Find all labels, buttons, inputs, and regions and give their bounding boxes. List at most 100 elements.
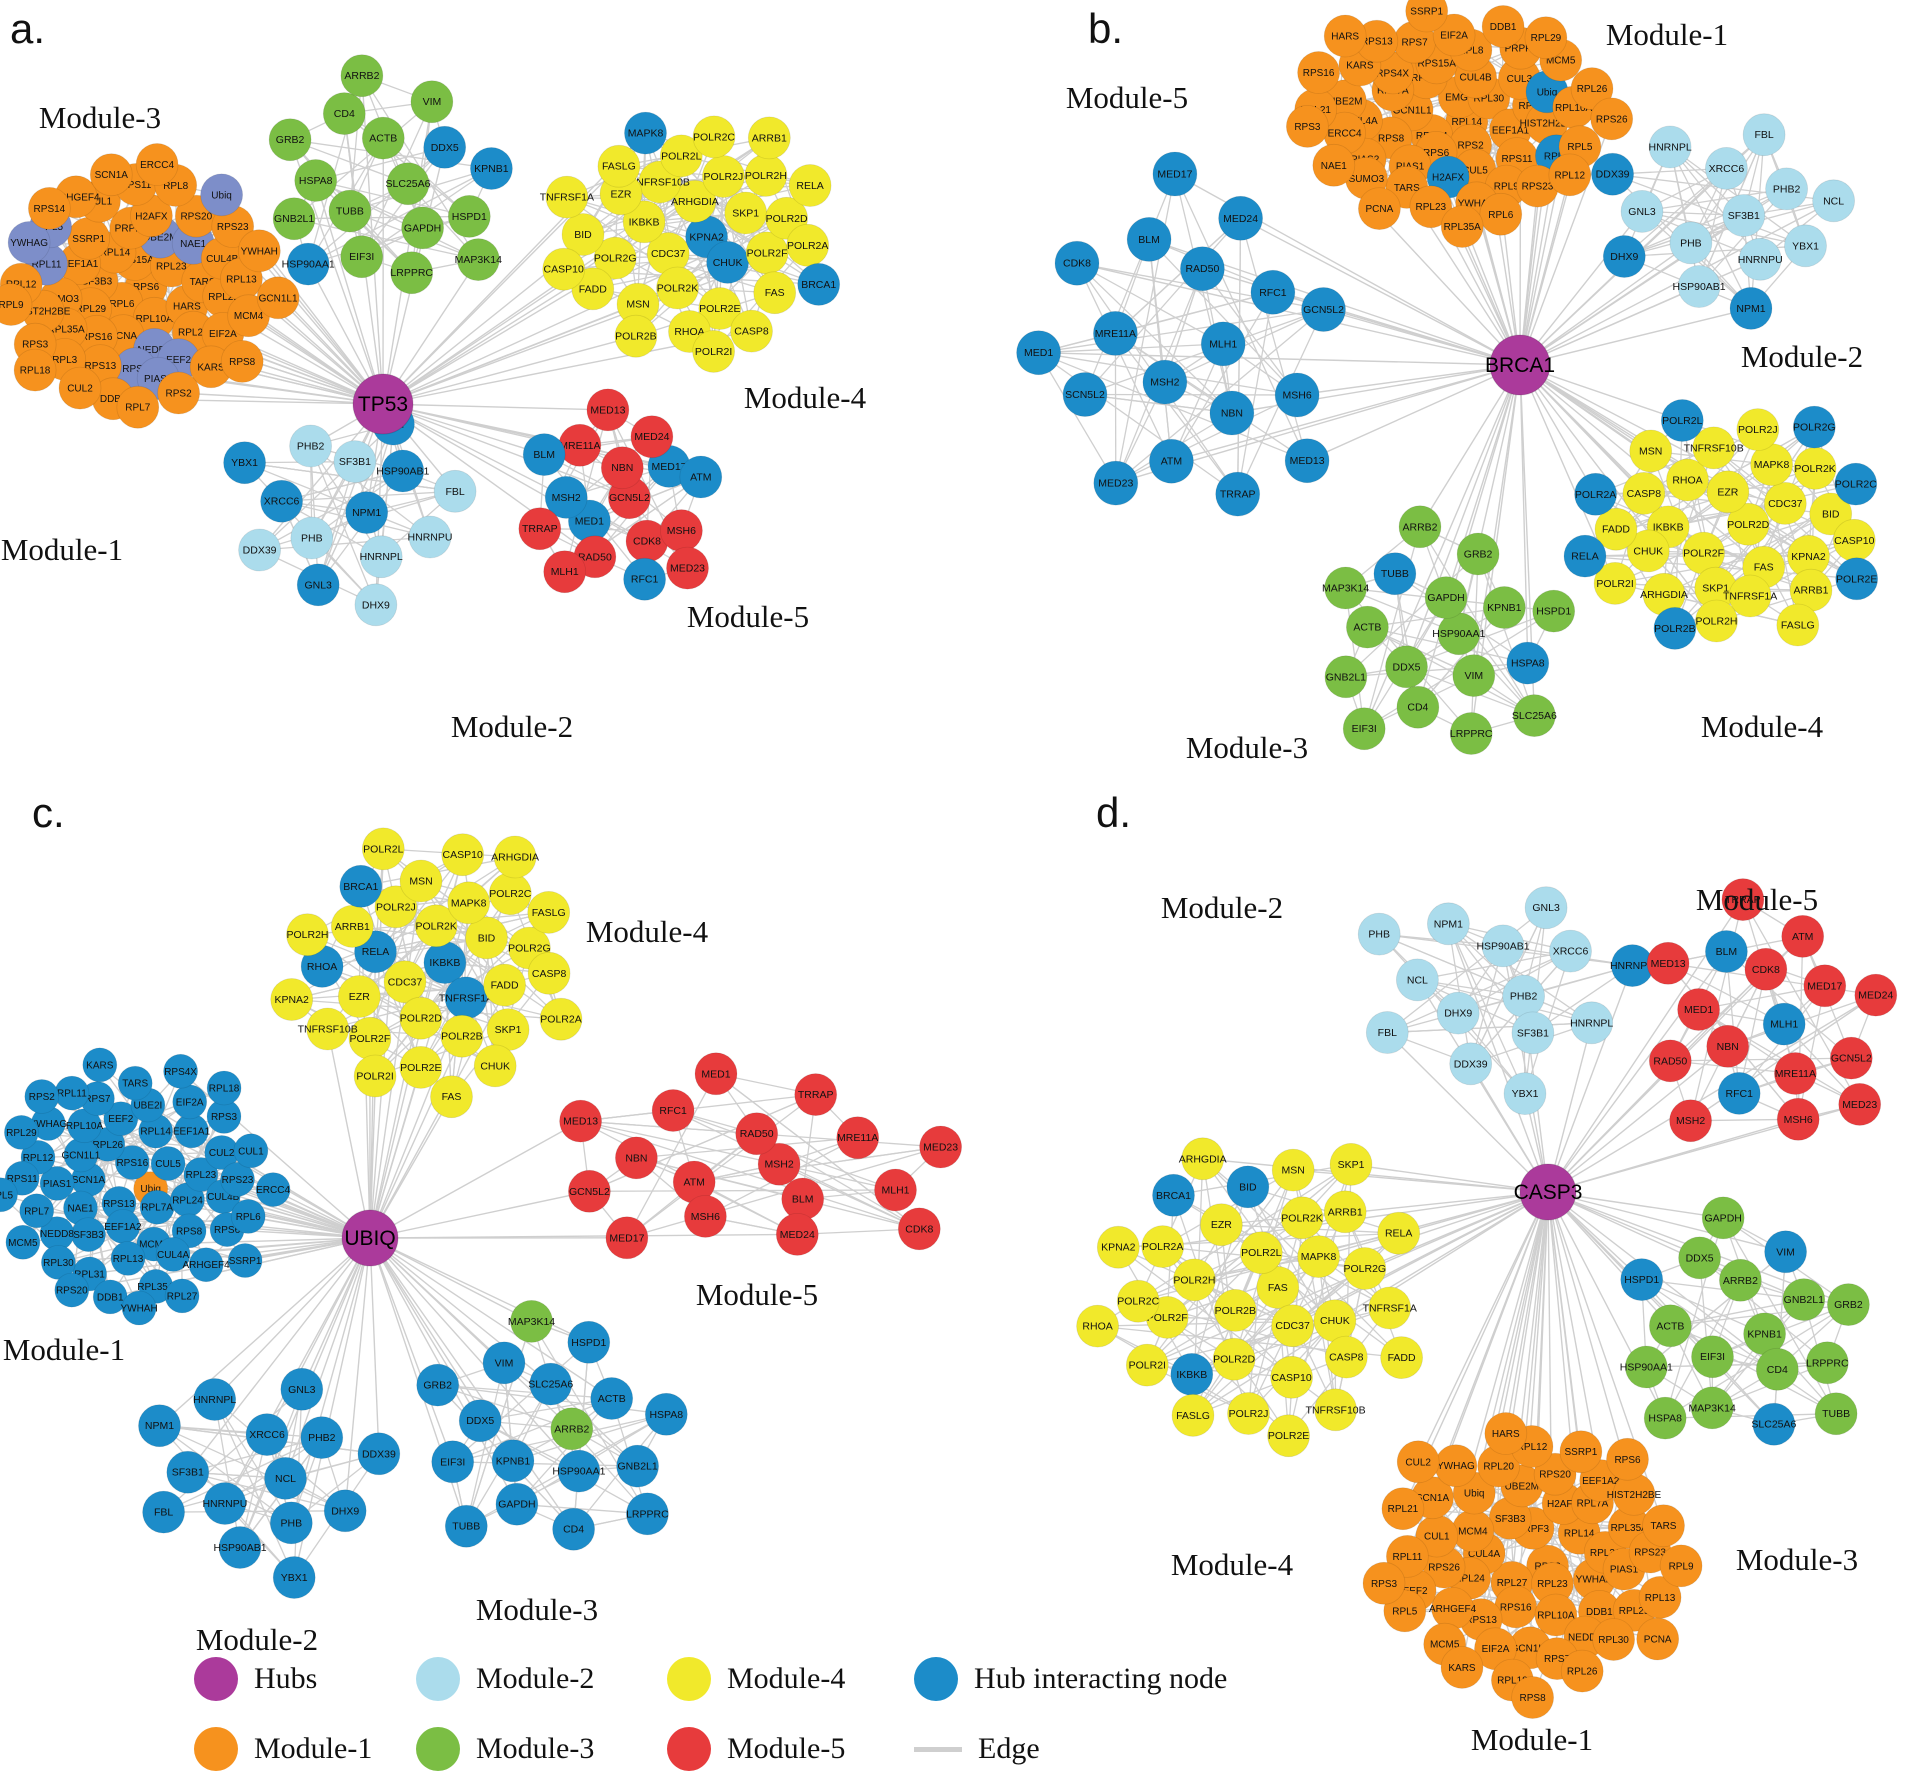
node-RPL10A xyxy=(1534,1593,1578,1637)
node-NPM1 xyxy=(345,491,389,534)
node-label: PHB2 xyxy=(297,441,325,453)
edge xyxy=(1171,364,1521,462)
edge xyxy=(420,893,511,1019)
node-label: POLR2I xyxy=(356,1071,393,1083)
edge xyxy=(1547,1022,1593,1193)
edge xyxy=(178,392,384,405)
node-label: CD4 xyxy=(1407,702,1428,714)
node-DDX5 xyxy=(1678,1236,1721,1280)
node-label: SKP1 xyxy=(495,1024,522,1036)
node-NCL xyxy=(1812,179,1855,223)
node-label: RELA xyxy=(1385,1228,1412,1240)
node-label: BLM xyxy=(533,449,555,461)
node-label: RPS16 xyxy=(1500,1602,1532,1613)
node-HSPA8 xyxy=(294,159,338,202)
node-TNFRSF10B xyxy=(1314,1388,1357,1432)
node-label: RPS14 xyxy=(34,204,66,215)
node-NBN xyxy=(1706,1024,1750,1068)
node-BID xyxy=(1226,1165,1270,1209)
node-label: PIAS1 xyxy=(144,374,173,385)
node-label: TARS xyxy=(122,1079,148,1090)
node-GAPDH xyxy=(1701,1196,1745,1240)
node-label: POLR2F xyxy=(1147,1312,1188,1324)
node-label: PRPF3 xyxy=(1517,1524,1550,1535)
node-label: XRCC6 xyxy=(1709,163,1745,175)
node-label: SSRP1 xyxy=(1565,1447,1598,1458)
node-label: TARS xyxy=(1651,1521,1677,1532)
hub-label: UBIQ xyxy=(344,1227,395,1250)
node-CASP8 xyxy=(1324,1335,1368,1379)
node-EEF2 xyxy=(103,1101,139,1137)
edge xyxy=(259,403,384,551)
node-SSRP1 xyxy=(1559,1430,1603,1474)
node-label: NCL xyxy=(275,1473,296,1485)
node-label: SCN1A xyxy=(72,1175,106,1186)
edge xyxy=(214,1399,241,1548)
node-HSPD1 xyxy=(1620,1258,1664,1301)
node-label: POLR2E xyxy=(1836,573,1877,585)
node-label: RPL30 xyxy=(1598,1635,1629,1646)
node-label: RPS23 xyxy=(222,1175,254,1186)
node-label: PHB xyxy=(1680,237,1702,249)
node-GNL3 xyxy=(1524,886,1568,930)
node-YBX1 xyxy=(223,441,267,485)
node-label: POLR2K xyxy=(1281,1212,1322,1224)
node-label: KPNB1 xyxy=(474,163,509,175)
node-EIF3I xyxy=(1691,1335,1734,1379)
node-DHX9 xyxy=(323,1489,367,1533)
caption-b-module-2: Module-2 xyxy=(1740,339,1864,374)
node-EIF3I xyxy=(340,235,384,279)
node-POLR2I xyxy=(692,329,735,373)
caption-c-module-3: Module-3 xyxy=(475,1592,599,1627)
node-POLR2G xyxy=(593,236,637,280)
node-label: HSPD1 xyxy=(1536,606,1571,618)
node-MAPK8 xyxy=(624,111,667,155)
node-RPL18 xyxy=(206,1070,242,1106)
node-label: EIF2A xyxy=(209,329,237,340)
edge xyxy=(1547,1191,1602,1481)
node-MRE11A xyxy=(1774,1052,1817,1095)
edge xyxy=(1698,188,1788,287)
node-label: RHOA xyxy=(1082,1321,1112,1333)
node-label: NCL xyxy=(1407,974,1428,986)
node-RPS26 xyxy=(1590,97,1634,141)
node-label: CD4 xyxy=(1767,1364,1788,1376)
node-RPS3 xyxy=(1286,105,1329,148)
node-POLR2H xyxy=(1695,599,1738,643)
node-label: HNRNPL xyxy=(360,551,403,563)
node-EIF3I xyxy=(1342,707,1386,751)
node-SLC25A6 xyxy=(1752,1402,1796,1446)
node-GRB2 xyxy=(416,1363,460,1407)
node-label: MSN xyxy=(409,876,432,888)
node-label: GNB2L1 xyxy=(1326,671,1366,683)
node-label: YWHAG xyxy=(29,1119,67,1130)
node-label: MED24 xyxy=(634,431,669,443)
node-POLR2G xyxy=(1343,1247,1387,1290)
caption-a-module-4: Module-4 xyxy=(743,380,867,415)
node-label: RPL11 xyxy=(57,1089,87,1100)
node-label: ARRB2 xyxy=(554,1423,589,1435)
edge xyxy=(1547,1045,1729,1193)
node-label: POLR2L xyxy=(661,150,701,162)
node-label: IKBKB xyxy=(1176,1369,1207,1381)
node-label: RPS13 xyxy=(85,361,117,372)
node-FAS xyxy=(430,1075,473,1119)
node-CD4 xyxy=(552,1507,595,1551)
node-label: RPL31 xyxy=(74,1269,105,1280)
node-MED23 xyxy=(1093,460,1139,506)
node-label: RPL6 xyxy=(236,1212,261,1223)
node-HSP90AA1 xyxy=(557,1449,601,1493)
node-label: PHB xyxy=(1368,929,1390,941)
node-label: RPL3 xyxy=(52,355,77,366)
edge xyxy=(369,1190,590,1239)
edge xyxy=(1473,1191,1549,1494)
node-label: MSH6 xyxy=(1283,390,1312,402)
node-POLR2K xyxy=(1280,1196,1324,1240)
node-label: POLR2J xyxy=(376,901,416,913)
node-RPS16 xyxy=(1297,51,1340,94)
node-BRCA1 xyxy=(1152,1173,1195,1217)
node-label: RPS6 xyxy=(214,1225,241,1236)
edge xyxy=(1419,526,1535,716)
node-label: CDC37 xyxy=(388,976,423,988)
